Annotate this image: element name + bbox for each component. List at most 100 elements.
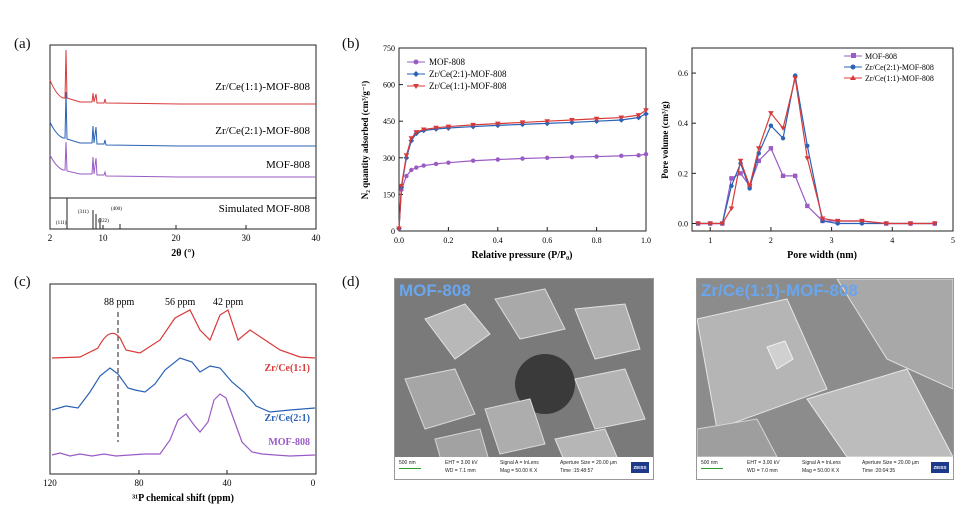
iso-point-0-15 <box>636 153 641 158</box>
iso-point-2-16 <box>643 108 649 113</box>
sem-signal-1: Signal A = InLens <box>500 460 539 466</box>
iso-point-2-9 <box>495 121 501 127</box>
pore-point-1-3 <box>729 183 734 189</box>
pore-xtick-3: 4 <box>890 236 894 245</box>
pore-point-2-1 <box>707 221 714 227</box>
pore-point-2-16 <box>931 221 938 227</box>
iso-point-2-3 <box>408 136 415 141</box>
pore-ylabel: Pore volume (cm³/g) <box>660 101 670 179</box>
nmr-trace-zrce21 <box>51 357 316 413</box>
isotherm-chart: 0 150 300 450 600 750 0.0 0.2 0.4 0.6 0.8 1.0 Relat… <box>360 44 651 261</box>
nmr-peak-88: 88 ppm <box>104 297 135 308</box>
zeiss-logo-2: ZEISS <box>931 462 949 473</box>
nmr-label-zrce21: Zr/Ce(2:1) <box>264 413 310 424</box>
pore-point-2-12 <box>834 218 841 224</box>
iso-point-0-4 <box>414 165 419 170</box>
pore-point-2-8 <box>780 126 786 131</box>
iso-point-2-15 <box>635 113 642 118</box>
iso-point-0-11 <box>545 155 550 160</box>
pore-point-2-2 <box>719 221 726 227</box>
pore-chart: 0.0 0.2 0.4 0.6 1 2 3 4 5 Pore width (nm) Pore v… <box>660 47 955 261</box>
sem-mag-2: Mag = 50.00 K X <box>802 468 840 474</box>
iso-point-2-13 <box>593 116 600 122</box>
pore-ytick-1: 0.2 <box>678 169 688 178</box>
simulated-sticks <box>66 198 121 229</box>
pore-point-2-10 <box>804 156 811 161</box>
iso-point-0-6 <box>433 161 439 167</box>
iso-xtick-4: 0.8 <box>592 236 602 245</box>
nmr-label-zrce11: Zr/Ce(1:1) <box>264 363 310 374</box>
iso-point-2-6 <box>433 125 439 131</box>
iso-ytick-1: 150 <box>383 190 395 199</box>
iso-xlabel: Relative pressure (P/P₀) <box>472 250 573 261</box>
iso-ylabel: N₂ quantity adsorbed (cm³/g⁻¹) <box>360 81 370 200</box>
xrd-trace-zrce21 <box>49 91 316 147</box>
xrd-xtick-4: 30 <box>242 233 252 243</box>
nmr-trace-mof808 <box>51 393 316 457</box>
iso-point-2-11 <box>544 119 550 124</box>
sem-time-2: Time :20:04:35 <box>862 468 896 474</box>
iso-point-2-8 <box>470 122 476 128</box>
xrd-label-zrce11: Zr/Ce(1:1)-MOF-808 <box>215 81 310 93</box>
pore-ytick-3: 0.6 <box>678 69 688 78</box>
hkl-400: (400) <box>111 207 122 212</box>
pore-line-1 <box>698 75 935 225</box>
pore-xtick-4: 5 <box>951 236 955 245</box>
pore-legend-2: Zr/Ce(2:1)-MOF-808 <box>865 63 934 72</box>
panel-c: (c) 88 ppm 56 ppm 42 ppm Zr/Ce(1:1) Zr/C… <box>0 270 330 511</box>
zeiss-logo-1: ZEISS <box>631 462 649 473</box>
pore-point-0-8 <box>780 173 786 179</box>
panel-b-label: (b) <box>342 36 360 52</box>
panel-b: (b) 0 150 300 450 600 750 0.0 0.2 0.4 0.6 0.8 1.0 R… <box>330 0 660 270</box>
iso-ytick-5: 750 <box>383 44 395 53</box>
pore-line-2 <box>698 77 935 225</box>
pore-point-2-4 <box>737 158 744 164</box>
sem-texture-2 <box>697 279 953 479</box>
iso-ytick-0: 0 <box>391 227 395 236</box>
panel-b2: 0.0 0.2 0.4 0.6 1 2 3 4 5 Pore width (nm) Pore v… <box>660 0 974 270</box>
iso-point-0-13 <box>594 154 599 159</box>
iso-legend: MOF-808 Zr/Ce(2:1)-MOF-808 Zr/Ce(1:1)-MO… <box>407 57 507 91</box>
pore-point-2-14 <box>883 221 890 227</box>
sem-scale-2: 500 nm <box>701 460 718 466</box>
sem-info-bar-1: 500 nm EHT = 3.00 kV WD = 7.1 mm Signal … <box>395 457 653 479</box>
pore-point-1-10 <box>805 143 810 148</box>
pore-legend: MOF-808 Zr/Ce(2:1)-MOF-808 Zr/Ce(1:1)-MO… <box>844 52 934 83</box>
iso-point-2-7 <box>445 124 452 130</box>
xrd-xtick-2: 10 <box>99 233 109 243</box>
iso-point-2-14 <box>618 115 625 121</box>
iso-xtick-1: 0.2 <box>443 236 453 245</box>
panel-a: (a) 2 10 20 30 40 2θ (°) <box>0 0 330 270</box>
iso-legend-2: Zr/Ce(2:1)-MOF-808 <box>429 69 507 79</box>
pore-xlabel: Pore width (nm) <box>787 250 857 261</box>
sem-aperture-2: Aperture Size = 20.00 μm <box>862 460 919 466</box>
panel-d-label: (d) <box>342 274 360 290</box>
sem-time-1: Time :15:48:57 <box>560 468 594 474</box>
xrd-xtick-1: 2 <box>48 233 53 243</box>
iso-point-2-0 <box>396 226 402 232</box>
nmr-xlabel: ³¹P chemical shift (ppm) <box>132 493 234 504</box>
pore-point-2-11 <box>819 216 826 222</box>
pore-ytick-0: 0.0 <box>678 219 688 228</box>
xrd-xtick-5: 40 <box>312 233 322 243</box>
iso-point-0-9 <box>495 157 500 162</box>
iso-xtick-3: 0.6 <box>542 236 552 245</box>
iso-ytick-4: 600 <box>383 81 395 90</box>
xrd-xtick-3: 20 <box>172 233 182 243</box>
hkl-311: (311) <box>78 210 89 215</box>
iso-point-0-3 <box>409 167 414 173</box>
panel-d: (d) MOF-808 500 nm EHT = 3.00 kV WD = 7.… <box>330 270 974 511</box>
nmr-xtick-3: 40 <box>223 478 233 488</box>
nmr-trace-zrce11 <box>51 309 316 359</box>
sem-wd-2: WD = 7.0 mm <box>747 468 778 474</box>
pore-ytick-2: 0.4 <box>678 119 688 128</box>
iso-point-2-2 <box>403 153 410 158</box>
pore-point-2-6 <box>755 146 762 151</box>
iso-xtick-5: 1.0 <box>641 236 651 245</box>
sem-eht-2: EHT = 3.00 kV <box>747 460 780 466</box>
sem-image-zrce11: Zr/Ce(1:1)-MOF-808 500 nm EHT = 3.00 kV … <box>696 278 954 480</box>
hkl-222: (222) <box>98 219 109 224</box>
pore-point-2-13 <box>859 218 865 224</box>
sem-info-bar-2: 500 nm EHT = 3.00 kV WD = 7.0 mm Signal … <box>697 457 953 479</box>
pore-xtick-0: 1 <box>708 236 712 245</box>
